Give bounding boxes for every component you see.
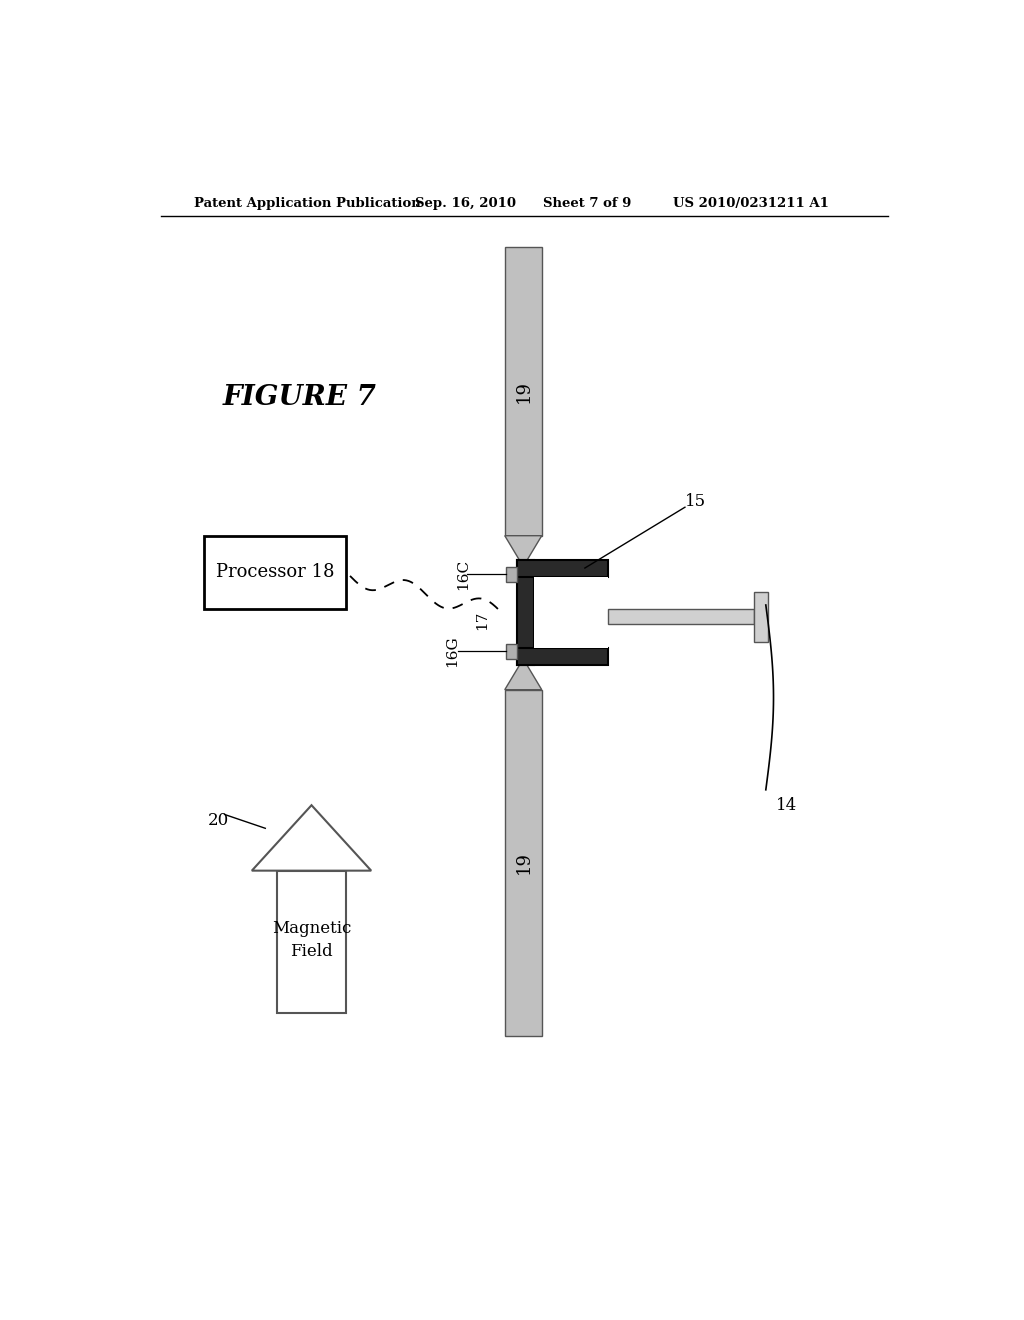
- Text: FIGURE 7: FIGURE 7: [223, 384, 377, 411]
- Text: 14: 14: [776, 797, 797, 813]
- Text: US 2010/0231211 A1: US 2010/0231211 A1: [674, 197, 829, 210]
- Bar: [535, 577, 608, 648]
- Polygon shape: [505, 536, 542, 566]
- Text: 15: 15: [685, 492, 707, 510]
- Text: Field: Field: [290, 942, 333, 960]
- Polygon shape: [505, 659, 542, 689]
- Text: 19: 19: [514, 380, 532, 403]
- Bar: [506, 566, 517, 582]
- Bar: [517, 648, 608, 665]
- Polygon shape: [252, 805, 371, 871]
- Text: Processor 18: Processor 18: [216, 564, 334, 581]
- Bar: [506, 644, 517, 659]
- Text: 16G: 16G: [444, 635, 459, 667]
- Text: Sheet 7 of 9: Sheet 7 of 9: [543, 197, 631, 210]
- Text: Magnetic: Magnetic: [271, 920, 351, 936]
- Bar: [517, 560, 535, 665]
- Bar: [517, 560, 608, 577]
- Bar: [204, 536, 346, 609]
- Text: 19: 19: [514, 851, 532, 874]
- Bar: [276, 871, 346, 1014]
- Bar: [505, 689, 542, 1036]
- Text: 16C: 16C: [457, 558, 470, 590]
- Bar: [505, 247, 542, 536]
- Text: Patent Application Publication: Patent Application Publication: [194, 197, 421, 210]
- Text: Sep. 16, 2010: Sep. 16, 2010: [416, 197, 516, 210]
- Bar: [608, 609, 755, 624]
- Text: 20: 20: [208, 812, 228, 829]
- Bar: [755, 591, 768, 642]
- Text: 17: 17: [475, 611, 489, 630]
